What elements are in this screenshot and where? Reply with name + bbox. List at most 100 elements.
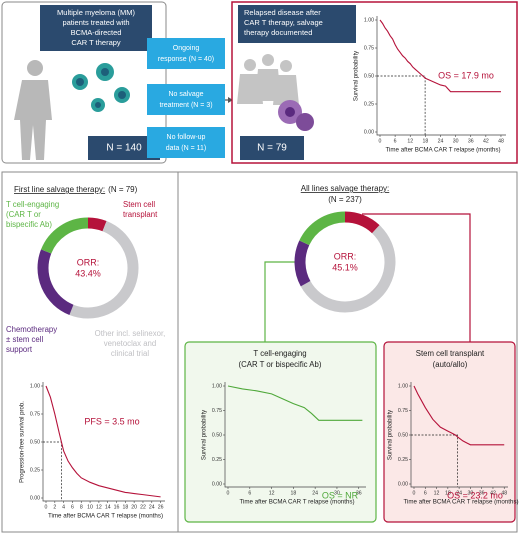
y-tick-label: 1.00 [30, 383, 40, 389]
outcome-text: data (N = 11) [166, 145, 207, 152]
donut-segment [300, 225, 396, 313]
x-tick-label: 12 [407, 138, 413, 144]
x-tick-label: 20 [131, 504, 137, 510]
orr-label: ORR: [77, 257, 100, 267]
cohort-title: BCMA-directed [71, 28, 122, 37]
x-tick-label: 8 [80, 504, 83, 510]
x-axis-label: Time after BCMA CAR T relapse (months) [385, 147, 500, 154]
x-tick-label: 18 [422, 138, 428, 144]
relapsed-title: therapy documented [244, 28, 312, 37]
y-axis-label: Progression-free survival prob. [20, 401, 26, 483]
x-tick-label: 36 [479, 490, 485, 496]
axis [410, 382, 508, 488]
y-tick-label: 0.25 [398, 457, 408, 463]
x-tick-label: 6 [248, 490, 251, 496]
outcome-box [147, 127, 225, 158]
x-tick-label: 48 [501, 490, 507, 496]
x-tick-label: 30 [334, 490, 340, 496]
section-n: (N = 237) [328, 195, 362, 204]
orr-label: 45.1% [332, 262, 358, 272]
x-tick-label: 42 [490, 490, 496, 496]
box-title: Stem cell transplant [416, 349, 485, 358]
annotation: PFS = 3.5 mo [84, 416, 139, 426]
x-tick-label: 6 [424, 490, 427, 496]
x-tick-label: 18 [445, 490, 451, 496]
relapsed-title: Relapsed disease after [244, 8, 321, 17]
title-text: First line salvage therapy: [14, 185, 105, 194]
x-axis-label: Time after BCMA CAR T relapse (months) [239, 499, 354, 506]
y-tick-label: 0.00 [364, 129, 374, 135]
outcome-text: treatment (N = 3) [159, 102, 212, 109]
x-tick-label: 0 [379, 138, 382, 144]
tcell-connector [264, 261, 300, 342]
x-tick-label: 36 [356, 490, 362, 496]
x-tick-label: 0 [227, 490, 230, 496]
outcome-text: Ongoing [173, 45, 200, 52]
segment-label: transplant [123, 210, 158, 219]
axis [42, 382, 165, 502]
orr-label: ORR: [334, 251, 357, 261]
x-tick-label: 12 [96, 504, 102, 510]
axis [224, 382, 366, 488]
x-tick-label: 30 [468, 490, 474, 496]
cohort-title: Multiple myeloma (MM) [57, 8, 135, 17]
x-axis-label: Time after BCMA CAR T relapse (months) [48, 513, 163, 520]
people-icons [237, 54, 299, 105]
segment-label: bispecific Ab) [6, 220, 52, 229]
y-tick-label: 0.50 [212, 432, 222, 438]
survival-curve [413, 385, 505, 446]
y-tick-label: 0.00 [398, 481, 408, 487]
x-tick-label: 14 [105, 504, 111, 510]
y-tick-label: 0.00 [30, 495, 40, 501]
axis [376, 16, 506, 136]
x-tick-label: 24 [438, 138, 444, 144]
segment-label: (CAR T or [6, 210, 41, 219]
segment-label: venetoclax and [104, 339, 156, 348]
segment-label: support [6, 345, 33, 354]
y-tick-label: 0.75 [30, 411, 40, 417]
x-tick-label: 6 [394, 138, 397, 144]
title-box [238, 5, 356, 43]
arrow-head [228, 97, 233, 103]
relapsed-title: CAR T therapy, salvage [244, 18, 323, 27]
myeloma-cells [278, 100, 314, 131]
x-tick-label: 0 [45, 504, 48, 510]
segment-label: T cell-engaging [6, 200, 59, 209]
y-tick-label: 0.50 [398, 432, 408, 438]
x-tick-label: 12 [434, 490, 440, 496]
segment-label: Other incl. selinexor, [95, 329, 166, 338]
y-tick-label: 0.25 [364, 101, 374, 107]
median-line [411, 434, 458, 487]
x-tick-label: 2 [53, 504, 56, 510]
annotation: OS = 17.9 mo [438, 70, 494, 80]
segment-label: Stem cell [123, 200, 155, 209]
x-tick-label: 24 [312, 490, 318, 496]
segment-label: clinical trial [111, 349, 149, 358]
x-tick-label: 22 [140, 504, 146, 510]
x-tick-label: 36 [468, 138, 474, 144]
orr-label: 43.4% [75, 268, 101, 278]
annotation: OS = NR [322, 490, 359, 500]
donut-segment [294, 240, 311, 287]
outcome-text: No follow-up [167, 134, 206, 141]
y-axis-label: Survival probability [388, 410, 394, 460]
section-title: First line salvage therapy: (N = 79) [14, 185, 138, 194]
x-tick-label: 24 [149, 504, 155, 510]
donut-segment [37, 249, 74, 315]
x-tick-label: 4 [62, 504, 65, 510]
survival-curve [45, 385, 161, 498]
donut-segment [87, 217, 107, 232]
y-tick-label: 0.75 [364, 45, 374, 51]
y-tick-label: 0.50 [364, 73, 374, 79]
donut-segment [69, 221, 139, 319]
annotation: OS = 23.2 mo [447, 490, 503, 500]
x-tick-label: 10 [87, 504, 93, 510]
title-box [40, 5, 152, 51]
y-tick-label: 0.25 [30, 467, 40, 473]
box-title: (CAR T or bispecific Ab) [239, 360, 322, 369]
segment-label: Chemotherapy [6, 325, 57, 334]
section-title: All lines salvage therapy: [301, 184, 390, 193]
car-t-cells [72, 63, 130, 112]
outcome-text: response (N = 40) [158, 56, 214, 63]
